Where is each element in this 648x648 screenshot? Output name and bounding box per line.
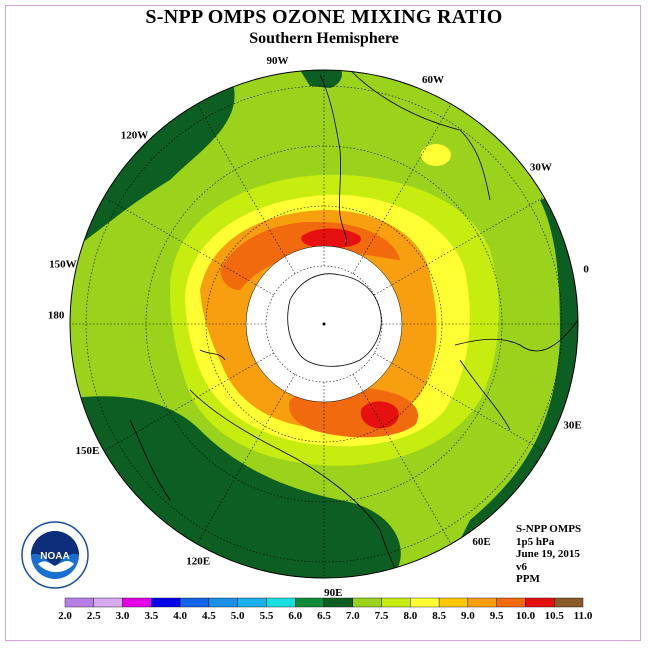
noaa-logo-text: NOAA [40,551,69,562]
info-block: S-NPP OMPS 1p5 hPa June 19, 2015 v6 PPM [516,523,581,586]
map-subtitle: Southern Hemisphere [249,30,399,47]
colorbar-tick-label: 5.0 [231,610,245,622]
colorbar-tick-label: 8.0 [403,610,417,622]
plot-frame [5,5,641,641]
colorbar-tick-label: 4.0 [173,610,187,622]
longitude-label: 0 [583,263,589,275]
meridian-line [352,103,452,274]
meridian-line [374,196,545,296]
colorbar-tick-label: 3.5 [144,610,158,622]
colorbar-tick-label: 2.5 [87,610,101,622]
colorbar-swatch [381,597,411,608]
longitude-label: 30E [563,419,581,431]
coast-south-america [319,74,348,246]
field-yellow-blob [421,144,451,166]
south-pole-marker [322,322,326,326]
colorbar-tick-label: 7.0 [346,610,360,622]
colorbar-swatch [208,597,238,608]
meridian-line [352,374,452,545]
info-instrument: S-NPP OMPS [516,523,582,535]
coast-madagascar [459,359,511,431]
colorbar-tick-label: 5.5 [260,610,274,622]
colorbar-swatch [525,597,555,608]
colorbar-swatch [438,597,469,608]
colorbar-swatch [93,597,123,608]
colorbar-swatch [237,597,267,608]
field-red-s [360,401,399,429]
coast-antarctica [287,273,382,367]
colorbar-tick-label: 6.0 [288,610,302,622]
meridian-line [374,352,545,452]
meridian-line [196,374,296,545]
colorbar-swatch [323,597,353,608]
colorbar-swatch [467,597,497,608]
colorbar-swatch [496,597,526,608]
longitude-label: 120W [121,129,149,141]
colorbar-swatch [410,597,440,608]
longitude-label: 60E [472,536,490,548]
info-version: v6 [516,560,527,573]
meridian-line [103,352,274,452]
colorbar-tick-label: 9.5 [490,610,504,622]
field-dark-nw [70,75,235,250]
longitude-label: 180 [48,310,65,322]
colorbar-swatch [64,597,94,608]
colorbar-swatch [554,597,584,608]
colorbar-swatch [266,597,296,608]
colorbar-swatch [352,597,382,608]
colorbar-tick-label: 4.5 [202,610,216,622]
colorbar-swatch [151,597,181,608]
info-units: PPM [516,573,540,585]
map-title: S-NPP OMPS OZONE MIXING RATIO [145,6,503,28]
coast-islands [129,419,171,501]
colorbar-tick-label: 8.5 [432,610,446,622]
colorbar-swatch [179,597,210,608]
longitude-label: 90E [324,587,342,599]
colorbar-swatch [122,597,152,608]
colorbar-tick-label: 2.0 [58,610,72,622]
colorbar-tick-label: 9.0 [461,610,475,622]
colorbar-tick-label: 10.0 [516,610,536,622]
info-level: 1p5 hPa [516,535,555,548]
meridian-line [196,103,296,274]
coast-nz [199,349,226,361]
colorbar: 2.0 2.5 3.0 3.5 4.0 4.5 5.0 5.5 6.0 6.5 7.0 7.5 8.0 8… [58,597,593,622]
longitude-label: 30W [530,161,552,173]
longitude-label: 150W [49,259,77,271]
colorbar-tick-label: 11.0 [574,610,593,622]
longitude-label: 150E [75,445,99,457]
colorbar-tick-label: 3.0 [116,610,130,622]
coast-australia [189,389,406,578]
field-dark-n [300,70,342,88]
longitude-label: 90W [266,55,288,67]
meridian-line [103,196,274,296]
colorbar-tick-label: 7.5 [375,610,389,622]
colorbar-swatch [295,597,325,608]
longitude-labels: 90W 60W 30W 0 30E 60E 90E 120E 150E 180 150W 120W [48,55,589,599]
colorbar-tick-label: 6.5 [317,610,331,622]
info-date: June 19, 2015 [516,548,580,560]
colorbar-tick-label: 10.5 [545,610,565,622]
map-boundary [69,69,579,579]
longitude-label: 60W [422,74,444,86]
noaa-logo: NOAA [21,521,89,589]
graticule [70,70,578,578]
longitude-label: 120E [186,556,210,568]
